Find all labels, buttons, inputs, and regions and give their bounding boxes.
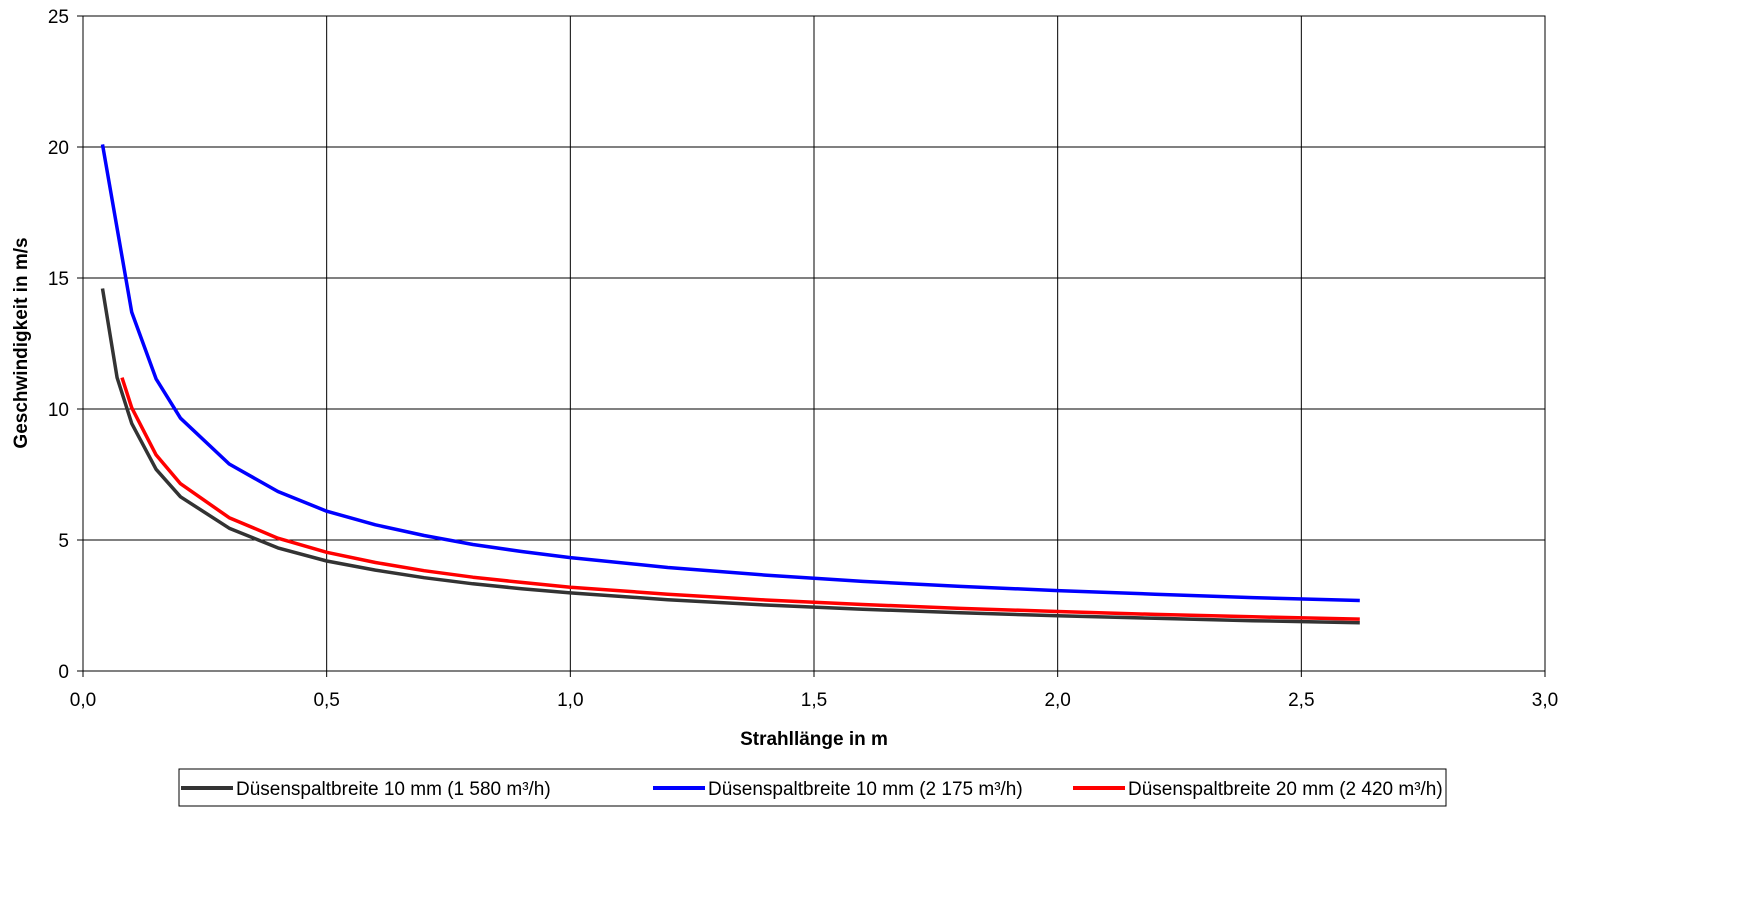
series-line-2 [100,144,1360,603]
x-tick-label: 0,0 [70,690,96,711]
x-tick-label: 2,5 [1288,690,1314,711]
legend-label-1: Düsenspaltbreite 10 mm (1 580 m³/h) [236,779,551,800]
legend-label-3: Düsenspaltbreite 20 mm (2 420 m³/h) [1128,779,1443,800]
series-layer [100,144,1360,625]
y-tick-label: 15 [48,269,69,290]
series-line-1 [100,288,1360,625]
x-tick-labels: 0,0 0,5 1,0 1,5 2,0 2,5 3,0 [70,671,1558,711]
legend: Düsenspaltbreite 10 mm (1 580 m³/h) Düsen… [178,768,1447,807]
y-tick-label: 10 [48,400,69,421]
legend-label-2: Düsenspaltbreite 10 mm (2 175 m³/h) [708,779,1023,800]
grid [83,16,1545,671]
y-tick-label: 5 [58,531,69,552]
y-tick-labels: 0 5 10 15 20 25 [48,7,83,683]
legend-box [178,768,1447,807]
x-tick-label: 2,0 [1044,690,1070,711]
y-tick-label: 20 [48,138,69,159]
y-axis-title: Geschwindigkeit in m/s [11,237,32,448]
y-tick-label: 25 [48,7,69,28]
x-tick-label: 3,0 [1532,690,1558,711]
x-axis-title: Strahllänge in m [740,729,888,750]
x-tick-label: 1,0 [557,690,583,711]
series-line-3 [120,377,1360,621]
x-tick-label: 0,5 [313,690,339,711]
x-tick-label: 1,5 [801,690,827,711]
y-tick-label: 0 [58,662,69,683]
